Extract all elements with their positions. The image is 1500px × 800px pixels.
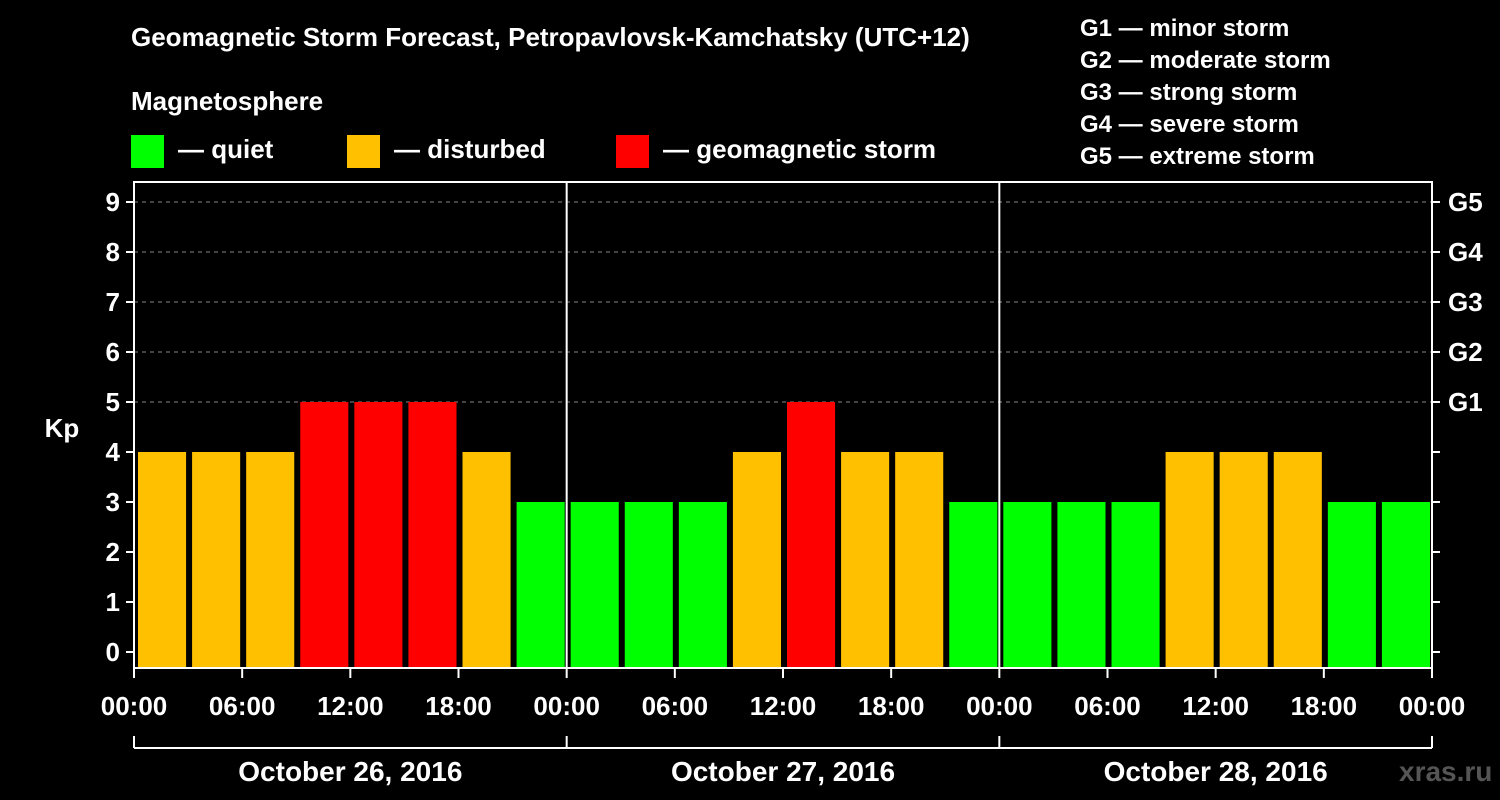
right-tick-label-G2: G2 (1448, 337, 1483, 367)
bar-9 (624, 502, 673, 668)
day-label-2: October 28, 2016 (1104, 756, 1328, 787)
bar-2 (246, 452, 295, 668)
legend-label-quiet: — quiet (178, 134, 274, 164)
bar-0 (138, 452, 187, 668)
bar-18 (1111, 502, 1160, 668)
legend-swatch-disturbed (347, 135, 380, 168)
bar-7 (516, 502, 565, 668)
y-tick-label-7: 7 (106, 287, 120, 317)
y-tick-label-5: 5 (106, 387, 120, 417)
bar-6 (462, 452, 511, 668)
bar-15 (949, 502, 998, 668)
legend-swatch-quiet (131, 135, 164, 168)
bar-10 (678, 502, 727, 668)
x-tick-label-5: 06:00 (642, 691, 709, 721)
bar-23 (1381, 502, 1430, 668)
storm-level-g4: G4 — severe storm (1080, 111, 1299, 138)
y-tick-label-4: 4 (106, 437, 121, 467)
storm-level-g2: G2 — moderate storm (1080, 47, 1331, 74)
x-tick-label-12: 00:00 (1399, 691, 1466, 721)
x-tick-label-9: 06:00 (1074, 691, 1141, 721)
bar-19 (1165, 452, 1214, 668)
bar-14 (895, 452, 944, 668)
bar-20 (1219, 452, 1268, 668)
bar-1 (192, 452, 241, 668)
bar-5 (408, 402, 457, 668)
x-tick-label-4: 00:00 (533, 691, 600, 721)
legend-label-storm: — geomagnetic storm (663, 134, 937, 164)
bar-3 (300, 402, 349, 668)
y-tick-label-0: 0 (106, 637, 120, 667)
storm-level-g3: G3 — strong storm (1080, 79, 1298, 106)
y-tick-label-3: 3 (106, 487, 120, 517)
y-tick-label-6: 6 (106, 337, 120, 367)
bar-8 (570, 502, 619, 668)
x-tick-label-6: 12:00 (750, 691, 817, 721)
x-tick-label-7: 18:00 (858, 691, 925, 721)
x-tick-label-2: 12:00 (317, 691, 384, 721)
bar-11 (732, 452, 781, 668)
y-tick-label-2: 2 (106, 537, 120, 567)
y-tick-label-9: 9 (106, 187, 120, 217)
x-tick-label-3: 18:00 (425, 691, 492, 721)
chart-title: Geomagnetic Storm Forecast, Petropavlovs… (131, 22, 970, 52)
bar-17 (1057, 502, 1106, 668)
right-tick-label-G1: G1 (1448, 387, 1483, 417)
bar-21 (1273, 452, 1322, 668)
right-tick-label-G3: G3 (1448, 287, 1483, 317)
bar-22 (1327, 502, 1376, 668)
x-tick-label-0: 00:00 (101, 691, 168, 721)
legend-swatch-storm (616, 135, 649, 168)
x-tick-label-1: 06:00 (209, 691, 276, 721)
day-label-0: October 26, 2016 (238, 756, 462, 787)
y-tick-label-1: 1 (106, 587, 120, 617)
day-label-1: October 27, 2016 (671, 756, 895, 787)
bar-4 (354, 402, 403, 668)
bar-12 (787, 402, 836, 668)
bar-16 (1003, 502, 1052, 668)
x-tick-label-11: 18:00 (1291, 691, 1358, 721)
watermark: xras.ru (1399, 756, 1493, 787)
right-tick-label-G4: G4 (1448, 237, 1483, 267)
x-tick-label-10: 12:00 (1182, 691, 1249, 721)
storm-level-g1: G1 — minor storm (1080, 15, 1290, 42)
storm-level-g5: G5 — extreme storm (1080, 143, 1315, 170)
legend-heading: Magnetosphere (131, 86, 324, 116)
bar-13 (841, 452, 890, 668)
y-tick-label-8: 8 (106, 237, 120, 267)
y-axis-label: Kp (45, 413, 80, 443)
right-tick-label-G5: G5 (1448, 187, 1483, 217)
legend-label-disturbed: — disturbed (394, 134, 546, 164)
x-tick-label-8: 00:00 (966, 691, 1033, 721)
